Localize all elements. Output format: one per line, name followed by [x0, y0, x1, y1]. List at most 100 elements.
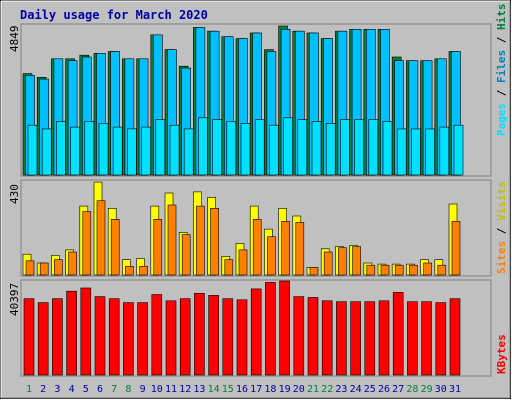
pages-bar-day-25	[368, 119, 379, 176]
day-label-1: 1	[26, 384, 32, 395]
kbytes-bar-day-26	[378, 300, 390, 376]
legend-files: Files	[495, 50, 508, 83]
pages-bar-day-10	[155, 119, 166, 176]
sites-bar-day-22	[323, 251, 333, 276]
kbytes-bar-day-25	[364, 301, 376, 376]
pages-bar-day-7	[112, 126, 123, 176]
pages-bar-day-16	[240, 123, 251, 176]
day-label-12: 12	[179, 384, 191, 395]
kbytes-bar-day-30	[435, 302, 447, 376]
day-labels: 1 2 3 4 5 6 7 8 9 10 11 12 13 14 15 16 17 18 19 20 21 22 23 24 2…	[26, 384, 461, 395]
panel2-ymax-label: 430	[8, 184, 21, 204]
kbytes-bar-day-5	[80, 287, 92, 376]
day-label-4: 4	[69, 384, 75, 395]
kbytes-bar-day-8	[123, 302, 134, 376]
chart-title: Daily usage for March 2020	[20, 8, 208, 22]
legend-sep-2: /	[495, 30, 508, 50]
pages-bar-day-20	[297, 119, 308, 176]
day-label-27: 27	[392, 384, 404, 395]
sites-bar-day-13	[196, 205, 205, 276]
kbytes-bar-day-20	[293, 296, 305, 376]
kbytes-bar-day-29	[421, 301, 432, 376]
sites-bar-day-26	[380, 264, 390, 276]
sites-bar-day-11	[167, 204, 177, 276]
kbytes-bar-day-4	[66, 290, 77, 376]
pages-bar-day-2	[41, 128, 52, 176]
day-label-30: 30	[435, 384, 447, 395]
sites-bar-day-19	[281, 221, 290, 276]
pages-bar-day-15	[226, 121, 237, 176]
legend-visits-sites: Sites / Visits	[495, 181, 508, 274]
pages-bar-day-14	[212, 119, 222, 176]
pages-bar-day-6	[98, 123, 109, 176]
day-label-17: 17	[250, 384, 262, 395]
sites-bar-day-12	[181, 234, 191, 276]
day-label-29: 29	[421, 384, 433, 395]
chart-bars	[22, 25, 464, 376]
day-label-22: 22	[321, 384, 333, 395]
day-label-18: 18	[264, 384, 276, 395]
day-label-11: 11	[165, 384, 177, 395]
pages-bar-day-28	[411, 128, 421, 176]
day-label-21: 21	[307, 384, 319, 395]
pages-bar-day-27	[396, 128, 407, 176]
panel1-ymax-label: 4849	[8, 26, 21, 53]
pages-bar-day-9	[141, 126, 151, 176]
pages-bar-day-31	[453, 124, 464, 176]
pages-bar-day-3	[56, 121, 66, 176]
pages-bar-day-30	[439, 126, 450, 176]
kbytes-bar-day-21	[307, 297, 319, 376]
kbytes-bar-day-2	[37, 302, 49, 376]
day-label-10: 10	[151, 384, 163, 395]
sites-bar-day-6	[96, 200, 106, 276]
sites-bar-day-29	[423, 262, 432, 276]
day-label-16: 16	[236, 384, 248, 395]
day-label-25: 25	[364, 384, 376, 395]
sites-bar-day-1	[25, 260, 35, 276]
day-label-14: 14	[208, 384, 220, 395]
pages-bar-day-24	[354, 119, 364, 176]
legend-sep-3: /	[495, 221, 508, 241]
day-label-13: 13	[193, 384, 205, 395]
pages-bar-day-5	[84, 121, 95, 176]
pages-bar-day-1	[27, 124, 38, 176]
kbytes-bar-day-24	[350, 301, 361, 376]
sites-bar-day-23	[338, 247, 347, 276]
kbytes-bar-day-6	[94, 296, 106, 376]
legend-visits: Visits	[495, 181, 508, 221]
kbytes-bar-day-11	[165, 300, 177, 376]
day-label-8: 8	[125, 384, 131, 395]
sites-bar-day-17	[252, 219, 262, 276]
sites-bar-day-2	[39, 262, 49, 276]
sites-bar-day-15	[224, 259, 234, 276]
pages-bar-day-19	[283, 117, 293, 176]
sites-bar-day-9	[139, 265, 148, 276]
sites-bar-day-21	[309, 266, 319, 276]
day-label-2: 2	[40, 384, 46, 395]
sites-bar-day-8	[125, 265, 134, 276]
legend-sites: Sites	[495, 241, 508, 274]
day-label-19: 19	[279, 384, 291, 395]
pages-bar-day-13	[198, 117, 208, 176]
sites-bar-day-25	[366, 264, 376, 276]
kbytes-bar-day-22	[321, 300, 333, 376]
kbytes-bar-day-10	[151, 294, 163, 376]
legend-hits: Hits	[495, 4, 508, 31]
day-label-26: 26	[378, 384, 390, 395]
day-label-6: 6	[97, 384, 103, 395]
kbytes-bar-day-18	[265, 282, 276, 376]
kbytes-bar-day-31	[449, 298, 461, 376]
kbytes-bar-day-16	[236, 299, 248, 376]
panel3-ymax-label: 40397	[8, 283, 21, 316]
sites-bar-day-4	[68, 251, 77, 276]
legend-pages: Pages	[495, 103, 508, 136]
day-label-15: 15	[222, 384, 234, 395]
kbytes-bar-day-27	[392, 292, 404, 376]
day-label-23: 23	[335, 384, 347, 395]
sites-bar-day-30	[437, 264, 447, 276]
day-label-3: 3	[54, 384, 60, 395]
kbytes-bar-day-14	[208, 295, 219, 376]
pages-bar-day-12	[183, 128, 194, 176]
kbytes-bar-day-1	[23, 298, 35, 376]
